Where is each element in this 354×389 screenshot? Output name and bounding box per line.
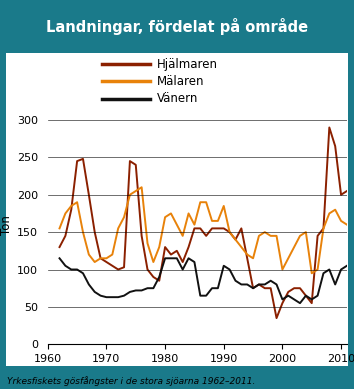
Text: Mälaren: Mälaren: [156, 75, 204, 88]
Text: Hjälmaren: Hjälmaren: [156, 58, 217, 70]
Text: Landningar, fördelat på område: Landningar, fördelat på område: [46, 18, 308, 35]
Y-axis label: Ton: Ton: [0, 215, 13, 235]
Text: Vänern: Vänern: [156, 92, 198, 105]
Text: Yrkesfiskets gösfångster i de stora sjöarna 1962–2011.: Yrkesfiskets gösfångster i de stora sjöa…: [7, 376, 256, 386]
